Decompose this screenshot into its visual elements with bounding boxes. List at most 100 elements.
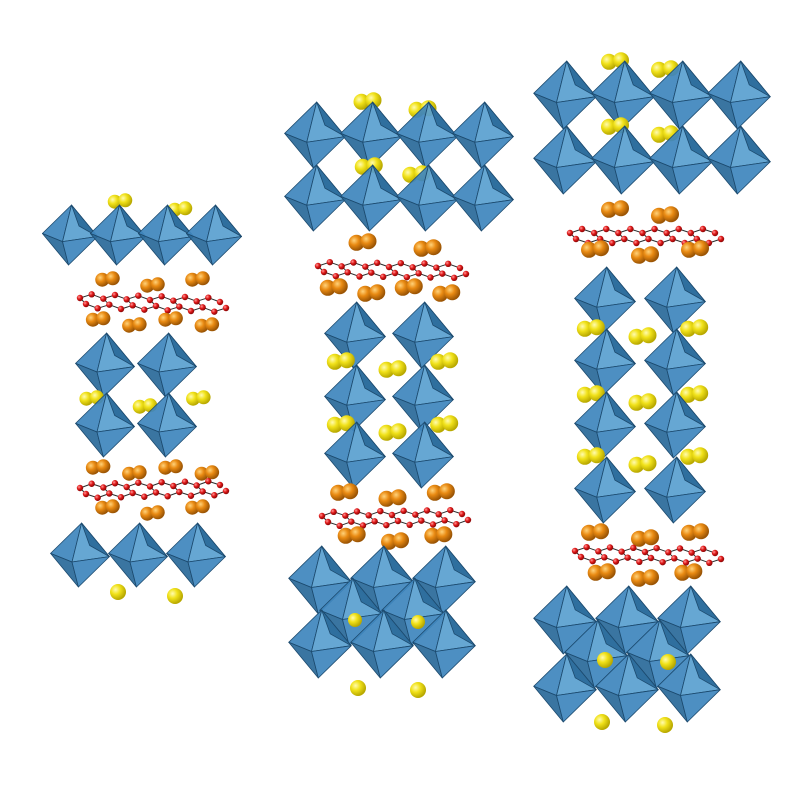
anion-atom (205, 294, 212, 301)
anion-atom (615, 229, 622, 237)
orange-cation-atom (674, 564, 691, 581)
anion-atom (653, 544, 660, 552)
orange-cation-atom (426, 484, 443, 501)
orange-cation-atom (95, 500, 110, 515)
anion-atom (711, 229, 719, 237)
anion-atom (435, 511, 442, 518)
orange-cation-atom (390, 489, 407, 506)
octahedron (137, 332, 197, 398)
anion-atom (589, 557, 596, 565)
anion-atom (146, 296, 154, 304)
anion-atom (318, 512, 326, 520)
anion-atom (383, 521, 390, 529)
anion-atom (211, 308, 218, 315)
anion-atom (397, 259, 405, 267)
orange-cation-atom (168, 311, 183, 326)
yellow-cation-atom (588, 319, 605, 336)
structure-3 (533, 52, 771, 733)
anion-atom (665, 549, 672, 556)
orange-cation-atom (95, 272, 110, 287)
anion-atom (216, 481, 224, 489)
orange-cation-atom (394, 279, 411, 296)
yellow-cation-atom (680, 448, 697, 465)
anion-atom (76, 294, 84, 302)
anion-atom (458, 510, 466, 518)
octahedron (595, 653, 659, 723)
orange-cation-atom (122, 318, 137, 333)
octahedron (574, 391, 636, 459)
anion-atom (123, 483, 130, 491)
orange-cation-atom (132, 317, 147, 332)
orange-cation-atom (105, 499, 120, 514)
anion-atom (693, 235, 701, 243)
orange-cation-atom (105, 271, 120, 286)
anion-atom (595, 548, 602, 555)
anion-atom (181, 293, 189, 301)
anion-atom (365, 512, 372, 519)
anion-atom (342, 512, 349, 519)
anion-atom (106, 301, 113, 308)
octahedron (90, 204, 147, 266)
anion-atom (326, 258, 334, 266)
octahedron (137, 204, 195, 266)
orange-cation-atom (631, 570, 647, 587)
anion-atom (427, 274, 434, 281)
octahedron (324, 364, 386, 432)
yellow-cation-atom (588, 447, 605, 464)
structure-1 (42, 193, 243, 604)
anion-atom (577, 553, 585, 561)
anion-atom (700, 545, 707, 553)
yellow-cation-atom (576, 386, 593, 403)
orange-cation-atom (581, 524, 597, 541)
octahedron (75, 332, 135, 398)
anion-atom (633, 239, 640, 247)
anion-atom (193, 298, 200, 305)
yellow-cation-atom (390, 360, 407, 377)
anion-atom (699, 225, 707, 233)
anion-atom (141, 493, 148, 500)
orange-cation-atom (205, 465, 220, 480)
anion-atom (651, 225, 658, 233)
yellow-cation-atom (660, 654, 676, 670)
anion-atom (350, 259, 357, 266)
molecular-layer (571, 543, 725, 567)
anion-atom (412, 511, 419, 518)
orange-cation-atom (331, 278, 348, 295)
orange-cation-atom (205, 317, 220, 332)
anion-atom (657, 239, 664, 247)
orange-cation-atom (436, 526, 453, 543)
orange-cation-atom (194, 466, 209, 481)
yellow-cation-atom (442, 352, 459, 369)
anion-atom (406, 521, 413, 529)
octahedron (644, 456, 706, 524)
octahedron (396, 164, 458, 232)
orange-cation-atom (150, 505, 165, 520)
yellow-cation-atom (628, 328, 645, 345)
orange-cation-atom (587, 564, 604, 581)
anion-atom (669, 235, 676, 243)
orange-cation-atom (85, 312, 100, 327)
anion-atom (129, 302, 136, 309)
yellow-cation-atom (601, 118, 617, 135)
structure-2 (284, 92, 514, 698)
anion-atom (612, 558, 620, 565)
orange-cation-atom (381, 533, 397, 550)
orange-cation-atom (631, 247, 647, 264)
anion-atom (117, 494, 125, 501)
anion-atom (211, 492, 218, 499)
yellow-cation-atom (442, 415, 459, 432)
anion-atom (368, 269, 375, 276)
anion-atom (645, 235, 652, 243)
anion-atom (152, 489, 160, 496)
anion-atom (675, 225, 682, 233)
octahedron (452, 101, 514, 169)
octahedron (657, 585, 721, 655)
octahedron (649, 125, 713, 195)
orange-cation-atom (369, 284, 386, 301)
yellow-cation-atom (651, 61, 667, 78)
anion-atom (415, 270, 422, 277)
octahedron (644, 328, 706, 396)
orange-cation-atom (185, 500, 200, 515)
anion-atom (353, 508, 361, 515)
octahedron (591, 125, 655, 195)
